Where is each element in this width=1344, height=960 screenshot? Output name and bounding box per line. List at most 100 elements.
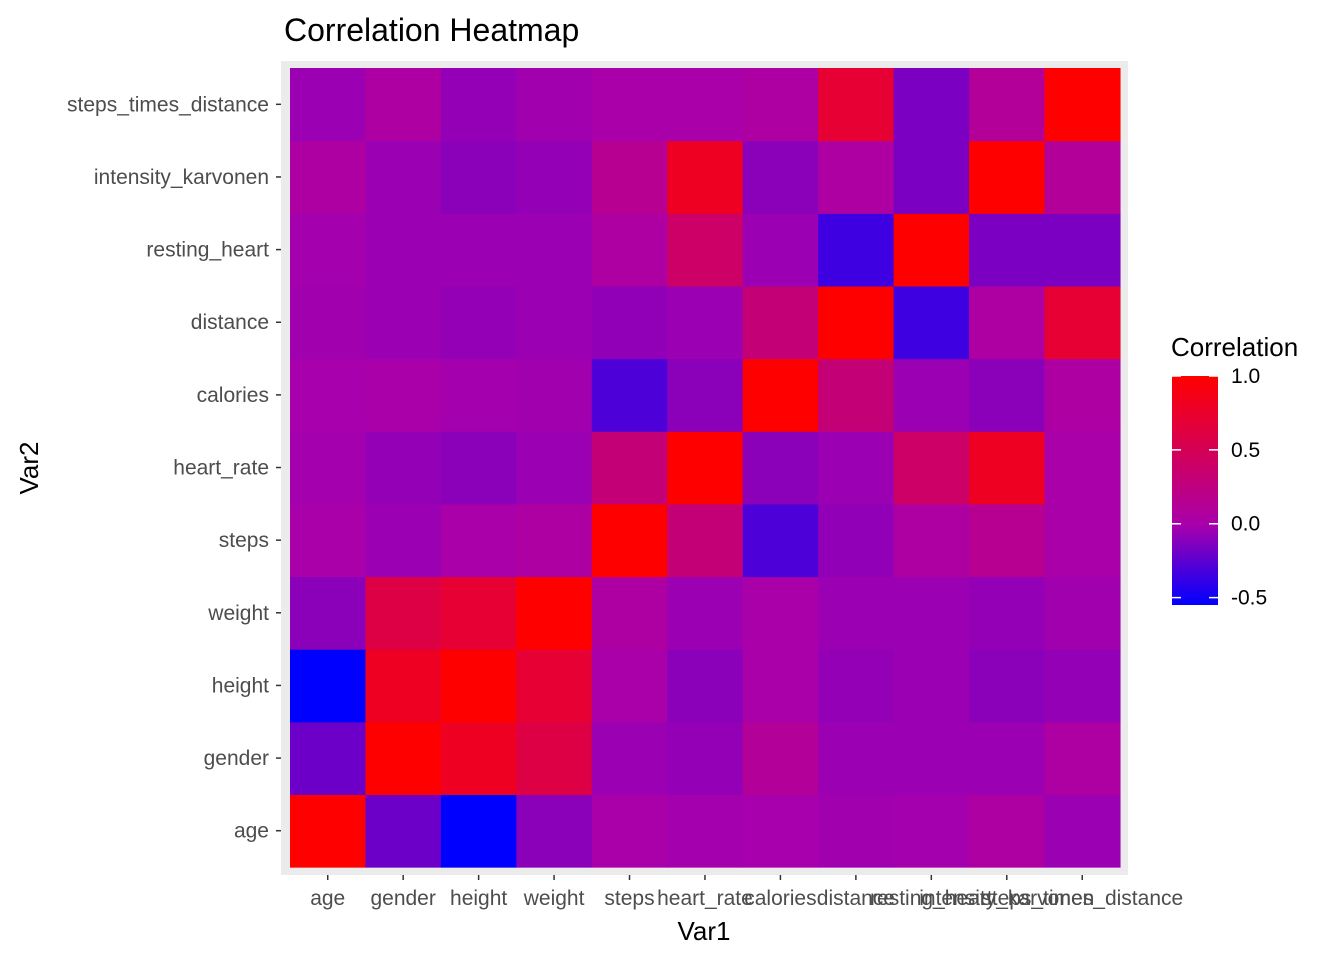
y-axis-ticks: age gender height weight steps heart_rate calo…: [67, 93, 281, 843]
heatmap-cell: [290, 213, 367, 287]
heatmap-cell: [818, 358, 895, 432]
heatmap-cell: [1044, 576, 1121, 650]
y-tick-label: heart_rate: [173, 457, 269, 480]
heatmap-cell: [440, 649, 517, 723]
x-tick-label: heart_rate: [657, 887, 753, 910]
heatmap-cell: [440, 794, 517, 868]
heatmap-cell: [516, 358, 593, 432]
heatmap-cell: [893, 431, 970, 505]
heatmap-cell: [365, 140, 442, 214]
legend-colorbar: [1172, 376, 1218, 605]
heatmap-cell: [516, 140, 593, 214]
heatmap-cell: [365, 721, 442, 795]
x-tick-label: height: [450, 887, 507, 910]
heatmap-cell: [742, 576, 819, 650]
heatmap-cell: [893, 503, 970, 578]
y-tick-label: steps: [219, 529, 269, 552]
heatmap-cell: [667, 140, 744, 214]
heatmap-cell: [1044, 431, 1121, 505]
legend-ticks: 1.0 0.5 0.0 -0.5: [1172, 365, 1267, 610]
heatmap-cell: [516, 285, 593, 360]
heatmap-cell: [969, 721, 1046, 795]
x-tick-label: age: [310, 887, 345, 910]
heatmap-cell: [893, 649, 970, 723]
heatmap-cell: [969, 431, 1046, 505]
heatmap-cell: [667, 794, 744, 868]
heatmap-cell: [516, 649, 593, 723]
heatmap-cell: [591, 576, 668, 650]
x-axis-ticks: age gender height weight steps heart_ratecalo…: [310, 875, 1183, 910]
x-tick-label: calories: [744, 887, 816, 910]
heatmap-cell: [893, 68, 970, 142]
heatmap-cell: [969, 794, 1046, 868]
heatmap-cell: [1044, 285, 1121, 360]
heatmap-cell: [818, 431, 895, 505]
heatmap-cell: [818, 576, 895, 650]
heatmap-cell: [516, 794, 593, 868]
heatmap-cell: [1044, 140, 1121, 214]
heatmap-cell: [742, 503, 819, 578]
heatmap-cell: [818, 649, 895, 723]
heatmap-cell: [667, 285, 744, 360]
heatmap-cell: [893, 213, 970, 287]
heatmap-cell: [893, 285, 970, 360]
legend-tick-label: 0.0: [1231, 513, 1260, 536]
legend-tick-label: -0.5: [1231, 587, 1267, 610]
heatmap-cell: [1044, 649, 1121, 723]
x-tick-label: steps: [604, 887, 654, 910]
y-tick-label: height: [212, 674, 269, 697]
heatmap-cell: [1044, 68, 1121, 142]
y-axis-title: Var2: [14, 442, 44, 495]
heatmap-cell: [893, 794, 970, 868]
heatmap-cell: [818, 140, 895, 214]
heatmap-cell: [365, 649, 442, 723]
heatmap-cell: [591, 503, 668, 578]
heatmap-cell: [365, 285, 442, 360]
heatmap-cell: [290, 794, 367, 868]
heatmap-cell: [516, 213, 593, 287]
heatmap-cell: [893, 358, 970, 432]
heatmap-cell: [818, 285, 895, 360]
heatmap-cell: [818, 68, 895, 142]
heatmap-cell: [1044, 358, 1121, 432]
heatmap-cell: [440, 431, 517, 505]
y-tick-label: age: [234, 820, 269, 843]
heatmap-cell: [365, 794, 442, 868]
heatmap-cell: [969, 503, 1046, 578]
x-tick-label: distance: [817, 887, 895, 910]
heatmap-cell: [742, 358, 819, 432]
heatmap-cell: [742, 794, 819, 868]
heatmap-cell: [818, 794, 895, 868]
heatmap-cell: [969, 213, 1046, 287]
heatmap-cell: [440, 213, 517, 287]
y-tick-label: steps_times_distance: [67, 93, 269, 116]
heatmap-cell: [667, 358, 744, 432]
heatmap-cell: [440, 576, 517, 650]
x-tick-label: weight: [523, 887, 585, 910]
heatmap-cell: [893, 576, 970, 650]
heatmap-cell: [1044, 721, 1121, 795]
heatmap-cell: [667, 68, 744, 142]
heatmap-cell: [290, 576, 367, 650]
heatmap-cell: [516, 576, 593, 650]
heatmap-cell: [742, 721, 819, 795]
heatmap-cell: [440, 68, 517, 142]
x-tick-label: intensity_karvonen: [919, 887, 1094, 910]
heatmap-cell: [742, 213, 819, 287]
heatmap-cell: [440, 721, 517, 795]
y-tick-label: intensity_karvonen: [94, 166, 269, 189]
heatmap-cell: [440, 140, 517, 214]
heatmap-cell: [1044, 503, 1121, 578]
heatmap-cell: [365, 431, 442, 505]
heatmap-cell: [893, 140, 970, 214]
heatmap-cell: [591, 285, 668, 360]
chart-title: Correlation Heatmap: [284, 12, 579, 48]
heatmap-cell: [516, 431, 593, 505]
heatmap-cell: [667, 503, 744, 578]
heatmap-cell: [969, 576, 1046, 650]
heatmap-cell: [969, 140, 1046, 214]
heatmap-cell: [969, 358, 1046, 432]
heatmap-cell: [516, 68, 593, 142]
